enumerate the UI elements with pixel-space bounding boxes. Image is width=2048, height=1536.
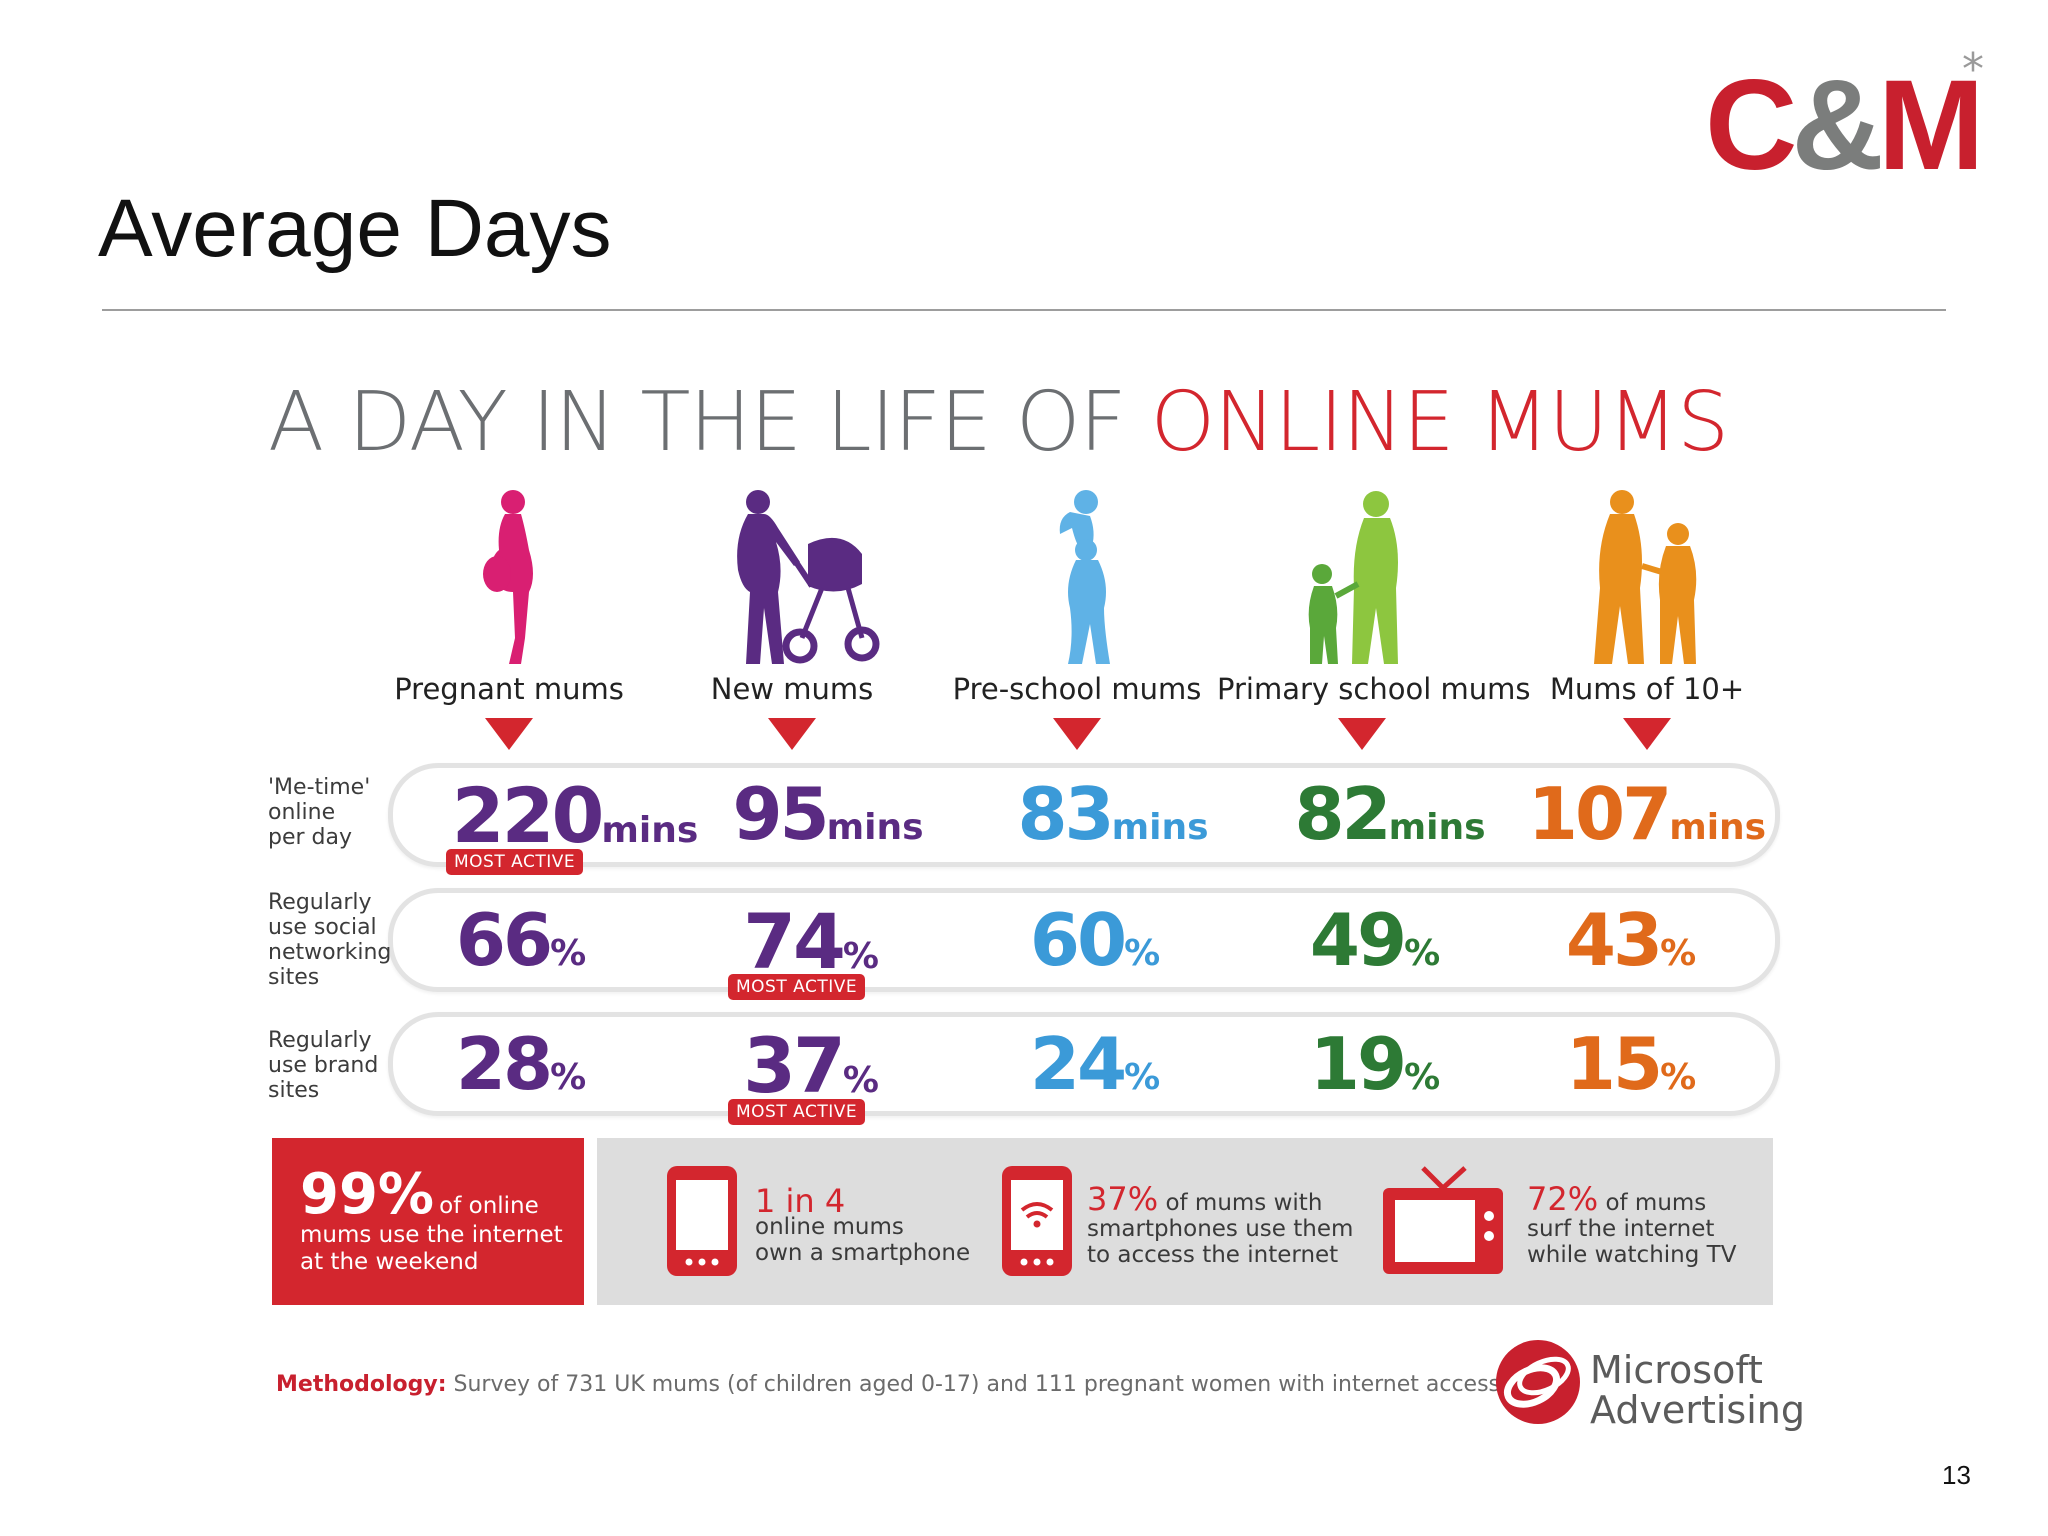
- smartphone-fact: 1 in 4 online mums own a smartphone: [755, 1182, 971, 1266]
- stat-social-preschool: 60%: [1029, 898, 1161, 982]
- most-active-badge: MOST ACTIVE: [728, 974, 866, 1000]
- cm-logo: C&M: [1705, 54, 1984, 197]
- smartphone-icon: [667, 1166, 737, 1276]
- preschool-mum-icon: [1059, 490, 1110, 664]
- weekend-fact-text: mums use the internet at the weekend: [300, 1222, 563, 1275]
- page-number: 13: [1942, 1460, 1971, 1490]
- microsoft-advertising-wordmark: Microsoft Advertising: [1590, 1348, 1805, 1432]
- row-label-social: Regularly use social networking sites: [268, 890, 392, 990]
- microsoft-advertising-logo-icon: [1496, 1340, 1580, 1424]
- stat-brand-new: 37%: [743, 1021, 879, 1110]
- down-arrow-icon: [1623, 718, 1671, 750]
- mum-of-teen-icon: [1594, 490, 1697, 664]
- headline-part2: ONLINE MUMS: [1150, 375, 1730, 470]
- stat-me-time-new: 95mins: [732, 772, 924, 856]
- row-label-me-time: 'Me-time' online per day: [268, 775, 371, 850]
- tv-icon: [1383, 1166, 1503, 1274]
- down-arrow-icon: [1053, 718, 1101, 750]
- stat-brand-pregnant: 28%: [455, 1022, 587, 1106]
- new-mum-pram-icon: [737, 490, 880, 664]
- down-arrow-icon: [1338, 718, 1386, 750]
- most-active-badge: MOST ACTIVE: [446, 849, 584, 875]
- slide-title: Average Days: [98, 183, 612, 274]
- column-label-new-mums: New mums: [710, 672, 874, 706]
- row-label-brand: Regularly use brand sites: [268, 1028, 379, 1103]
- infographic-headline: A DAY IN THE LIFE OF ONLINE MUMS: [268, 382, 1729, 464]
- pregnant-woman-icon: [483, 490, 533, 664]
- methodology-note: Methodology: Survey of 731 UK mums (of c…: [276, 1372, 1500, 1397]
- title-divider: [102, 309, 1946, 311]
- stat-social-10plus: 43%: [1565, 898, 1697, 982]
- down-arrow-icon: [485, 718, 533, 750]
- stat-brand-primary: 19%: [1309, 1022, 1441, 1106]
- stat-me-time-10plus: 107mins: [1527, 772, 1767, 856]
- stat-me-time-primary: 82mins: [1294, 772, 1486, 856]
- weekend-fact-headline: 99% of online: [300, 1162, 539, 1227]
- row-pill-social: [388, 888, 1780, 992]
- logo-star-icon: *: [1962, 44, 1984, 95]
- row-pill-brand: [388, 1012, 1780, 1116]
- column-label-pregnant: Pregnant mums: [394, 672, 624, 706]
- smartphone-wifi-icon: [1002, 1166, 1072, 1276]
- primary-school-mum-icon: [1308, 491, 1398, 664]
- weekend-fact-box: 99% of online mums use the internet at t…: [272, 1138, 584, 1305]
- headline-part1: A DAY IN THE LIFE OF: [268, 375, 1127, 470]
- stat-brand-10plus: 15%: [1565, 1022, 1697, 1106]
- tv-fact: 72% of mums surf the internet while watc…: [1527, 1180, 1737, 1268]
- stat-me-time-preschool: 83mins: [1017, 772, 1209, 856]
- facts-panel: 1 in 4 online mums own a smartphone 37% …: [597, 1138, 1773, 1305]
- column-label-primary-school: Primary school mums: [1217, 672, 1531, 706]
- smartphone-internet-fact: 37% of mums with smartphones use them to…: [1087, 1180, 1354, 1268]
- stat-brand-preschool: 24%: [1029, 1022, 1161, 1106]
- row-pill-me-time: [388, 763, 1780, 867]
- down-arrow-icon: [768, 718, 816, 750]
- column-label-mums-10-plus: Mums of 10+: [1549, 672, 1745, 706]
- most-active-badge: MOST ACTIVE: [728, 1099, 866, 1125]
- stat-social-pregnant: 66%: [455, 898, 587, 982]
- stat-me-time-pregnant: 220mins: [451, 771, 699, 860]
- stat-social-new: 74%: [743, 897, 879, 986]
- column-label-preschool: Pre-school mums: [952, 672, 1202, 706]
- stat-social-primary: 49%: [1309, 898, 1441, 982]
